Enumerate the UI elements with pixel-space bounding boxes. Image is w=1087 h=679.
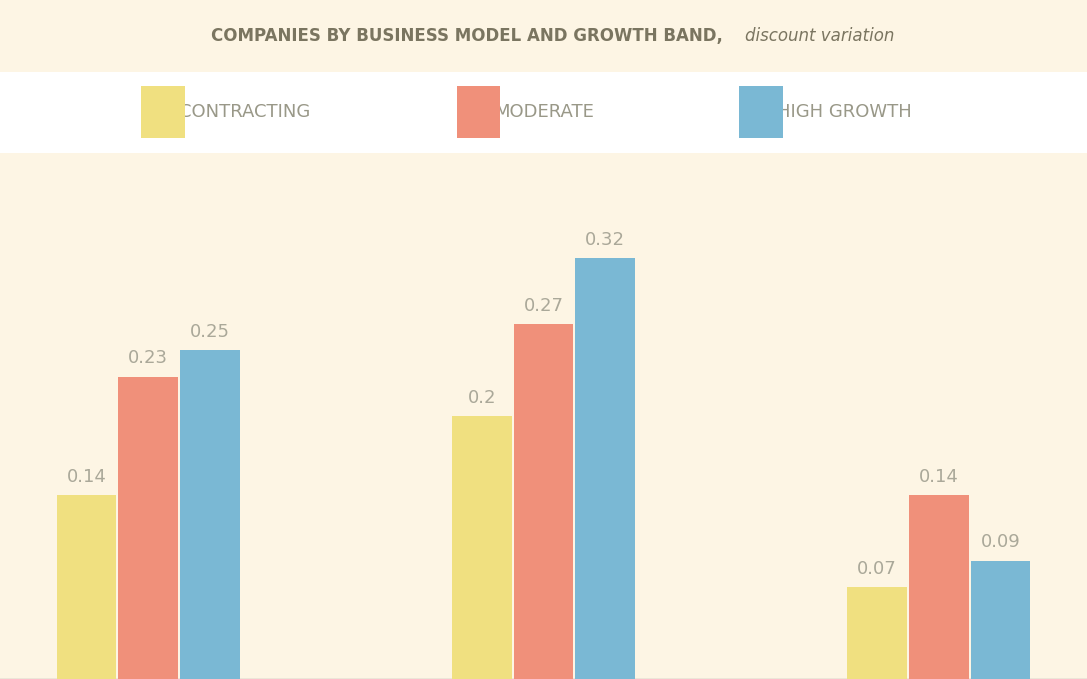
Bar [575, 258, 635, 679]
Text: MODERATE: MODERATE [495, 103, 595, 122]
FancyBboxPatch shape [141, 86, 185, 139]
Text: 0.23: 0.23 [128, 350, 168, 367]
Bar [180, 350, 240, 679]
Bar [452, 416, 512, 679]
Bar [57, 495, 116, 679]
Text: 0.2: 0.2 [467, 389, 496, 407]
Text: 0.25: 0.25 [190, 323, 230, 341]
Text: COMPANIES BY BUSINESS MODEL AND GROWTH BAND,: COMPANIES BY BUSINESS MODEL AND GROWTH B… [212, 27, 723, 45]
Text: 0.09: 0.09 [980, 534, 1021, 551]
FancyBboxPatch shape [457, 86, 500, 139]
Text: 0.27: 0.27 [524, 297, 563, 315]
Text: HIGH GROWTH: HIGH GROWTH [777, 103, 912, 122]
FancyBboxPatch shape [739, 86, 783, 139]
Bar [118, 377, 178, 679]
Text: CONTRACTING: CONTRACTING [179, 103, 311, 122]
Text: discount variation: discount variation [745, 27, 894, 45]
Text: 0.07: 0.07 [858, 559, 897, 578]
Bar [847, 587, 907, 679]
Text: 0.14: 0.14 [919, 468, 959, 485]
Bar [971, 561, 1030, 679]
Text: 0.32: 0.32 [585, 231, 625, 249]
Text: 0.14: 0.14 [66, 468, 107, 485]
Bar [909, 495, 969, 679]
Bar [513, 324, 574, 679]
